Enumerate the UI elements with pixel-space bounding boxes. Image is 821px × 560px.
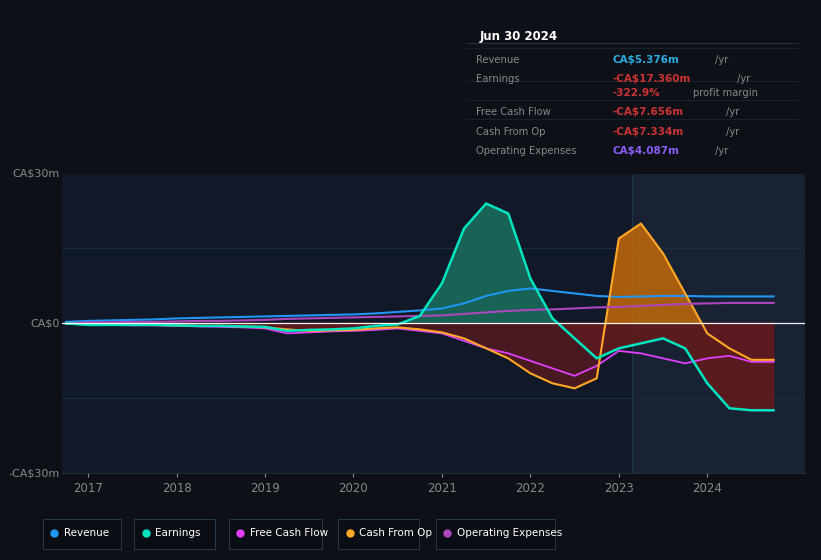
Text: Earnings: Earnings — [155, 529, 200, 538]
Text: Revenue: Revenue — [63, 529, 108, 538]
FancyBboxPatch shape — [229, 519, 322, 549]
Text: Cash From Op: Cash From Op — [359, 529, 432, 538]
Text: -322.9%: -322.9% — [612, 88, 660, 98]
Text: profit margin: profit margin — [693, 88, 758, 98]
Text: /yr: /yr — [736, 74, 750, 84]
Text: Revenue: Revenue — [476, 55, 520, 65]
Text: /yr: /yr — [715, 146, 728, 156]
Text: Operating Expenses: Operating Expenses — [476, 146, 577, 156]
Bar — [632, 174, 821, 473]
Text: Operating Expenses: Operating Expenses — [456, 529, 562, 538]
Text: CA$30m: CA$30m — [12, 169, 60, 179]
Text: CA$4.087m: CA$4.087m — [612, 146, 680, 156]
Text: Cash From Op: Cash From Op — [476, 127, 546, 137]
Text: /yr: /yr — [726, 108, 739, 118]
Text: Jun 30 2024: Jun 30 2024 — [479, 30, 557, 43]
Text: Free Cash Flow: Free Cash Flow — [250, 529, 328, 538]
Text: Earnings: Earnings — [476, 74, 520, 84]
Text: /yr: /yr — [715, 55, 728, 65]
FancyBboxPatch shape — [135, 519, 215, 549]
Text: -CA$30m: -CA$30m — [9, 468, 60, 478]
FancyBboxPatch shape — [338, 519, 420, 549]
Text: -CA$7.656m: -CA$7.656m — [612, 108, 684, 118]
FancyBboxPatch shape — [436, 519, 555, 549]
Text: Free Cash Flow: Free Cash Flow — [476, 108, 551, 118]
Text: -CA$7.334m: -CA$7.334m — [612, 127, 684, 137]
Text: CA$5.376m: CA$5.376m — [612, 55, 680, 65]
Text: CA$0: CA$0 — [30, 319, 60, 328]
Text: -CA$17.360m: -CA$17.360m — [612, 74, 691, 84]
FancyBboxPatch shape — [43, 519, 121, 549]
Text: /yr: /yr — [726, 127, 739, 137]
